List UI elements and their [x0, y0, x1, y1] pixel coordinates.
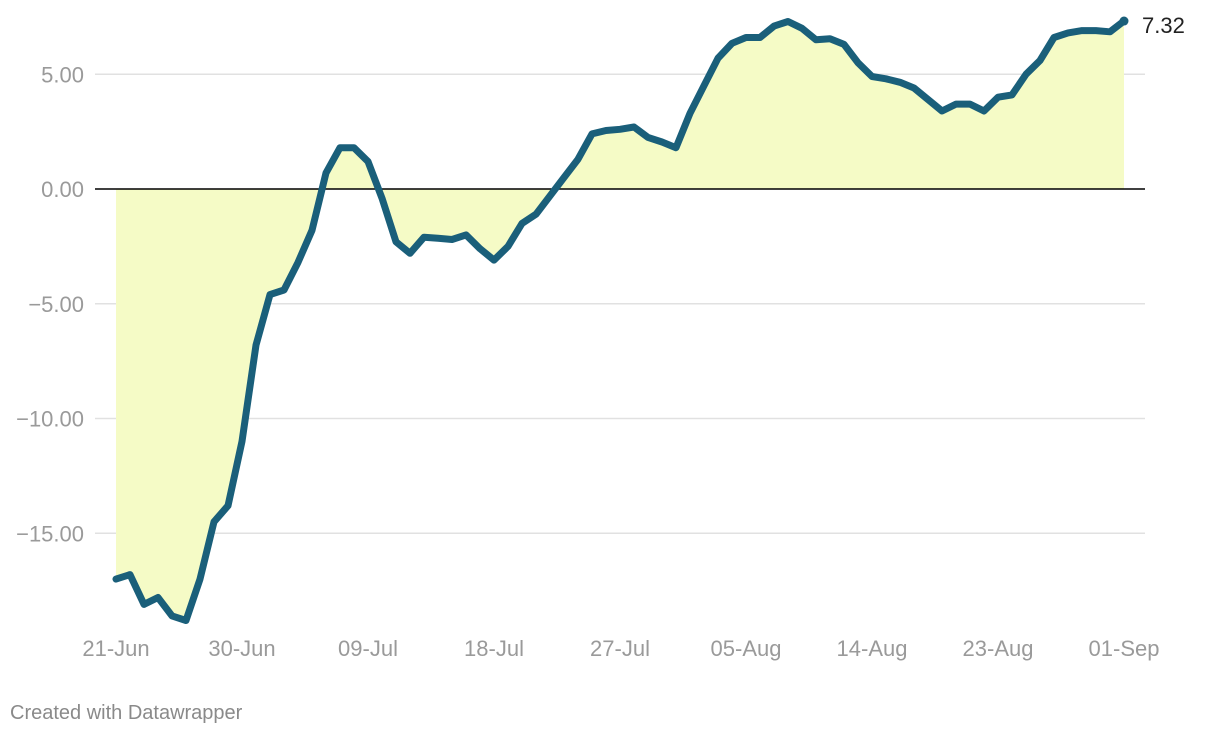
x-tick-label: 05-Aug [711, 636, 782, 661]
series-line [112, 17, 1128, 624]
y-tick-label: −15.00 [16, 521, 84, 546]
x-tick-label: 14-Aug [837, 636, 908, 661]
credit-text: Created with Datawrapper [10, 702, 243, 724]
x-tick-label: 27-Jul [590, 636, 650, 661]
y-tick-label: 5.00 [41, 62, 84, 87]
area-chart: 7.32 5.00 0.00 −5.00 −10.00 −15.00 21-Jun 30-… [16, 13, 1185, 661]
y-tick-label: −5.00 [28, 292, 84, 317]
y-tick-label: 0.00 [41, 177, 84, 202]
y-axis-labels: 5.00 0.00 −5.00 −10.00 −15.00 [16, 62, 84, 546]
y-tick-label: −10.00 [16, 407, 84, 432]
x-axis-labels: 21-Jun 30-Jun 09-Jul 18-Jul 27-Jul 05-Aug 14-A… [82, 636, 1159, 661]
x-tick-label: 18-Jul [464, 636, 524, 661]
x-tick-label: 30-Jun [208, 636, 275, 661]
area-fill [116, 21, 1124, 621]
x-tick-label: 23-Aug [963, 636, 1034, 661]
x-tick-label: 01-Sep [1089, 636, 1160, 661]
end-value-label: 7.32 [1142, 13, 1185, 38]
x-tick-label: 09-Jul [338, 636, 398, 661]
x-tick-label: 21-Jun [82, 636, 149, 661]
end-point-marker [1119, 16, 1129, 26]
